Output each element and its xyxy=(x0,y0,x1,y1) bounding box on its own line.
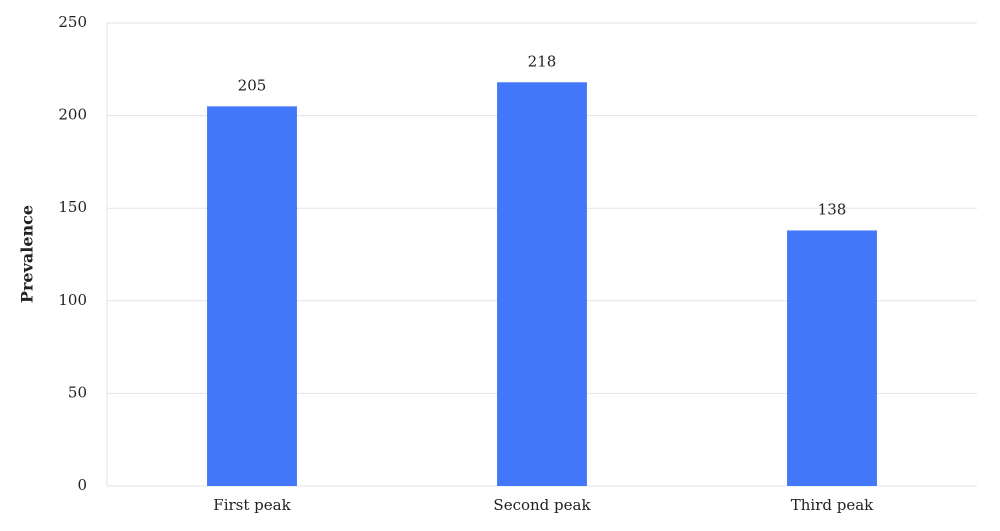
bar xyxy=(787,230,877,486)
y-tick-label: 0 xyxy=(77,476,87,494)
y-tick-label: 100 xyxy=(58,291,87,309)
y-tick-label: 50 xyxy=(68,383,87,401)
y-tick-label: 200 xyxy=(58,106,87,124)
bar xyxy=(207,106,297,486)
x-tick-label: Second peak xyxy=(493,496,591,514)
bar xyxy=(497,82,587,486)
x-tick-label: Third peak xyxy=(791,496,874,514)
x-tick-label: First peak xyxy=(213,496,291,514)
y-tick-label: 150 xyxy=(58,198,87,216)
data-label: 205 xyxy=(238,76,267,94)
data-label: 218 xyxy=(528,52,557,70)
y-tick-label: 250 xyxy=(58,13,87,31)
data-label: 138 xyxy=(818,200,847,218)
y-axis-label: Prevalence xyxy=(18,205,37,303)
